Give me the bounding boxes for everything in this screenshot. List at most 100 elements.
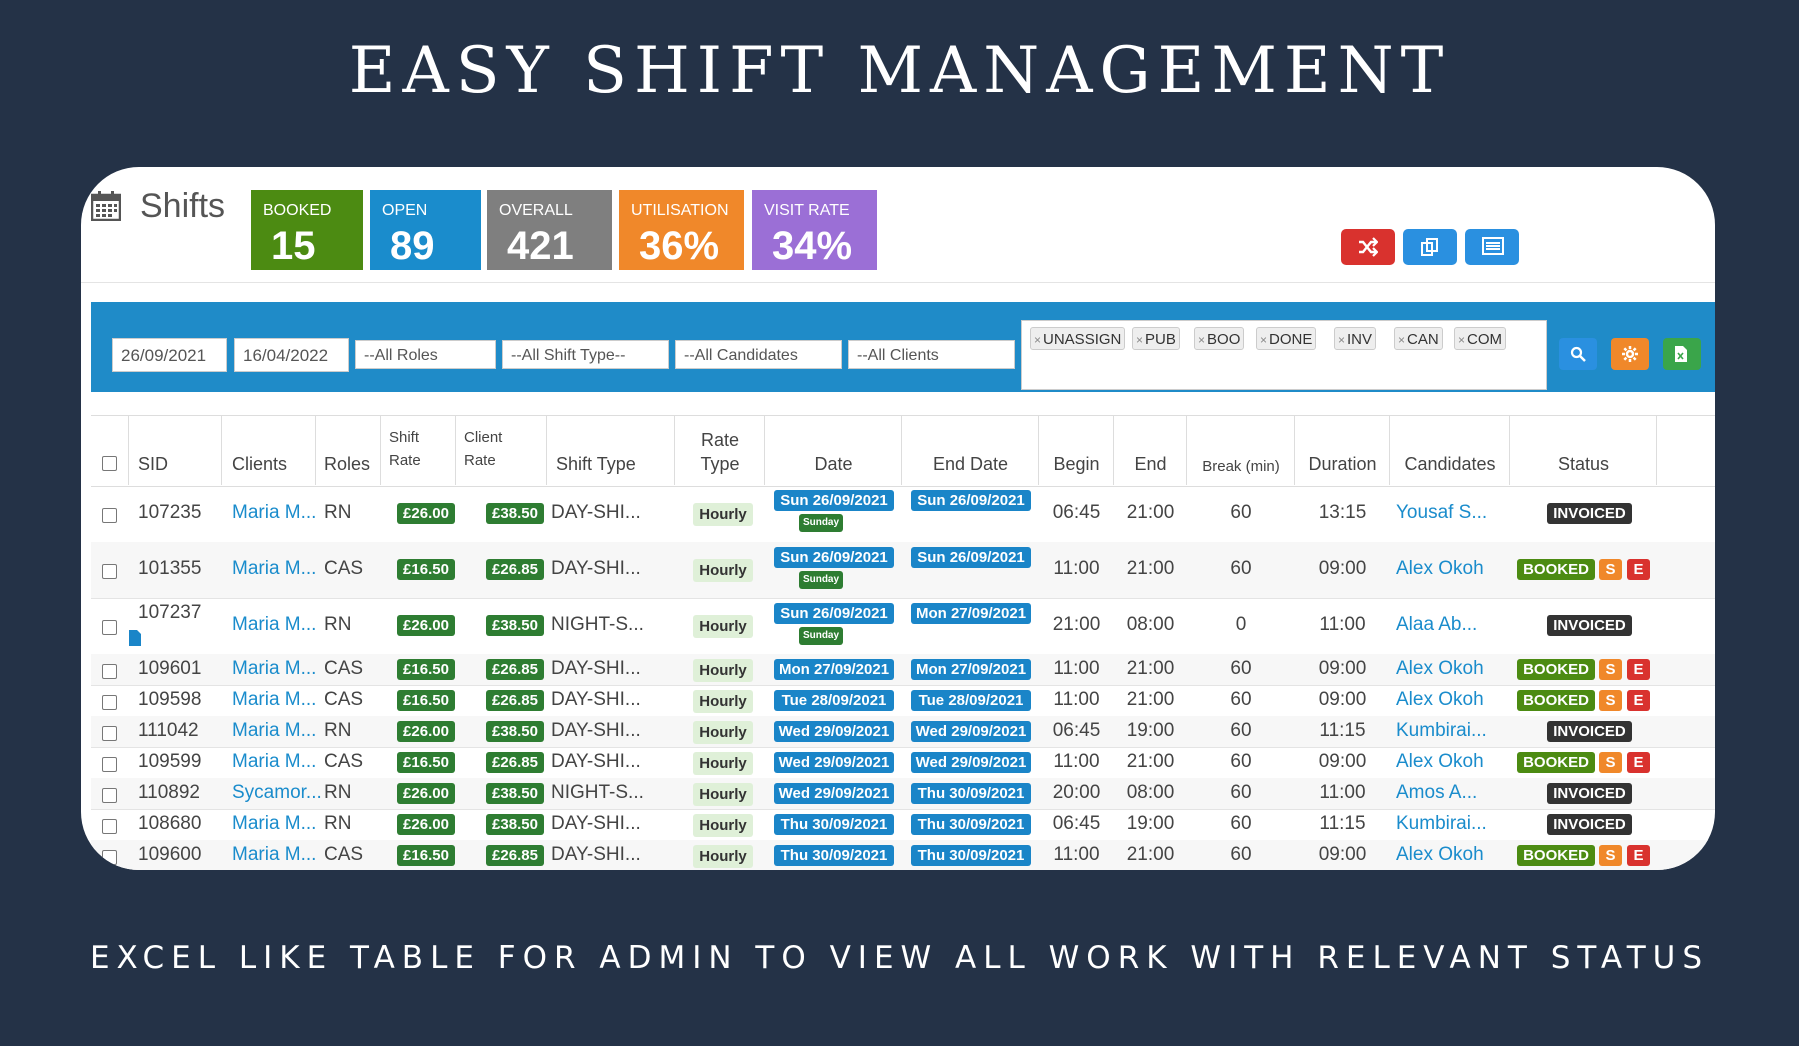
action-e-button[interactable]: E <box>1627 659 1650 680</box>
list-button[interactable] <box>1465 229 1519 265</box>
table-row[interactable]: 101355 Maria M... CAS £16.50 £26.85 DAY-SHI..… <box>91 542 1715 599</box>
stat-booked[interactable]: BOOKED 15 <box>251 190 363 270</box>
date-to-input[interactable]: 16/04/2022 <box>234 338 349 372</box>
table-row[interactable]: 109601 Maria M... CAS £16.50 £26.85 DAY-SHI..… <box>91 654 1715 686</box>
shuffle-button[interactable] <box>1341 229 1395 265</box>
row-checkbox[interactable] <box>102 850 117 865</box>
status-tag[interactable]: × DONE <box>1256 327 1317 350</box>
cell-client-link[interactable]: Maria M... <box>232 720 317 741</box>
status-tag[interactable]: × PUB <box>1132 327 1180 350</box>
cell-candidate-link[interactable]: Amos A... <box>1396 782 1478 803</box>
action-s-button[interactable]: S <box>1599 690 1622 711</box>
table-row[interactable]: 109600 Maria M... CAS £16.50 £26.85 DAY-SHI..… <box>91 840 1715 870</box>
col-end[interactable]: End <box>1114 416 1187 485</box>
col-shift-rate[interactable]: Shift Rate <box>381 416 456 485</box>
tag-remove-icon[interactable]: × <box>1136 333 1144 347</box>
table-row[interactable]: 109599 Maria M... CAS £16.50 £26.85 DAY-SHI..… <box>91 747 1715 779</box>
cell-client-link[interactable]: Maria M... <box>232 844 317 865</box>
cell-candidate-link[interactable]: Alex Okoh <box>1396 558 1484 579</box>
document-icon[interactable] <box>129 630 141 646</box>
col-candidates[interactable]: Candidates <box>1390 416 1510 485</box>
tag-remove-icon[interactable]: × <box>1260 333 1268 347</box>
stat-utilisation[interactable]: UTILISATION 36% <box>619 190 744 270</box>
row-checkbox[interactable] <box>102 757 117 772</box>
row-checkbox[interactable] <box>102 620 117 635</box>
cell-candidate-link[interactable]: Kumbirai... <box>1396 813 1487 834</box>
row-checkbox[interactable] <box>102 788 117 803</box>
candidates-select[interactable]: --All Candidates <box>675 340 842 369</box>
status-tag[interactable]: × UNASSIGN <box>1030 327 1126 350</box>
cell-begin: 06:45 <box>1052 502 1101 523</box>
action-e-button[interactable]: E <box>1627 690 1650 711</box>
cell-client-link[interactable]: Sycamor... <box>232 782 322 803</box>
col-rate-type[interactable]: Rate Type <box>675 416 765 485</box>
col-begin[interactable]: Begin <box>1039 416 1114 485</box>
status-tag[interactable]: × COM <box>1454 327 1507 350</box>
action-e-button[interactable]: E <box>1627 752 1650 773</box>
row-checkbox[interactable] <box>102 695 117 710</box>
col-client-rate[interactable]: Client Rate <box>456 416 547 485</box>
col-date[interactable]: Date <box>765 416 902 485</box>
stat-overall[interactable]: OVERALL 421 <box>487 190 612 270</box>
search-button[interactable] <box>1559 338 1597 370</box>
stat-visit-rate[interactable]: VISIT RATE 34% <box>752 190 877 270</box>
cell-candidate-link[interactable]: Alex Okoh <box>1396 751 1484 772</box>
col-sid[interactable]: SID <box>129 416 222 485</box>
col-break[interactable]: Break (min) <box>1187 416 1295 485</box>
cell-client-link[interactable]: Maria M... <box>232 813 317 834</box>
table-row[interactable]: 107237 Maria M... RN £26.00 £38.50 NIGHT-S...… <box>91 598 1715 655</box>
tag-remove-icon[interactable]: × <box>1398 333 1406 347</box>
copy-button[interactable] <box>1403 229 1457 265</box>
col-duration[interactable]: Duration <box>1295 416 1390 485</box>
action-s-button[interactable]: S <box>1599 752 1622 773</box>
col-shift-type[interactable]: Shift Type <box>547 416 675 485</box>
col-status[interactable]: Status <box>1510 416 1657 485</box>
cell-candidate-link[interactable]: Alaa Ab... <box>1396 614 1478 635</box>
cell-client-link[interactable]: Maria M... <box>232 502 317 523</box>
action-s-button[interactable]: S <box>1599 845 1622 866</box>
table-row[interactable]: 110892 Sycamor... RN £26.00 £38.50 NIGHT-S...… <box>91 778 1715 810</box>
cell-candidate-link[interactable]: Alex Okoh <box>1396 658 1484 679</box>
cell-candidate-link[interactable]: Kumbirai... <box>1396 720 1487 741</box>
col-end-date[interactable]: End Date <box>902 416 1039 485</box>
status-tag-input[interactable]: × UNASSIGN × PUB × BOO × DONE × INV × CAN × COM <box>1021 320 1547 390</box>
status-tag[interactable]: × INV <box>1334 327 1377 350</box>
status-tag[interactable]: × CAN <box>1394 327 1443 350</box>
cell-client-link[interactable]: Maria M... <box>232 614 317 635</box>
table-row[interactable]: 108680 Maria M... RN £26.00 £38.50 DAY-SHI...… <box>91 809 1715 841</box>
cell-client-link[interactable]: Maria M... <box>232 658 317 679</box>
cell-candidate-link[interactable]: Yousaf S... <box>1396 502 1488 523</box>
tag-remove-icon[interactable]: × <box>1034 333 1042 347</box>
tag-remove-icon[interactable]: × <box>1338 333 1346 347</box>
cell-candidate-link[interactable]: Alex Okoh <box>1396 844 1484 865</box>
select-all-checkbox[interactable] <box>102 456 117 471</box>
status-tag[interactable]: × BOO <box>1194 327 1245 350</box>
tag-remove-icon[interactable]: × <box>1458 333 1466 347</box>
action-e-button[interactable]: E <box>1627 559 1650 580</box>
cell-client-link[interactable]: Maria M... <box>232 689 317 710</box>
excel-export-button[interactable] <box>1663 338 1701 370</box>
stat-open[interactable]: OPEN 89 <box>370 190 481 270</box>
date-from-input[interactable]: 26/09/2021 <box>112 338 227 372</box>
row-checkbox[interactable] <box>102 726 117 741</box>
cell-client-link[interactable]: Maria M... <box>232 558 317 579</box>
cell-client-link[interactable]: Maria M... <box>232 751 317 772</box>
tag-remove-icon[interactable]: × <box>1198 333 1206 347</box>
action-e-button[interactable]: E <box>1627 845 1650 866</box>
row-checkbox[interactable] <box>102 819 117 834</box>
clients-select[interactable]: --All Clients <box>848 340 1015 369</box>
shift-type-select[interactable]: --All Shift Type-- <box>502 340 669 369</box>
roles-select[interactable]: --All Roles <box>355 340 496 369</box>
action-s-button[interactable]: S <box>1599 659 1622 680</box>
row-checkbox[interactable] <box>102 508 117 523</box>
col-clients[interactable]: Clients <box>222 416 316 485</box>
table-row[interactable]: 107235 Maria M... RN £26.00 £38.50 DAY-SHI...… <box>91 485 1715 543</box>
action-s-button[interactable]: S <box>1599 559 1622 580</box>
col-roles[interactable]: Roles <box>316 416 381 485</box>
row-checkbox[interactable] <box>102 664 117 679</box>
cell-candidate-link[interactable]: Alex Okoh <box>1396 689 1484 710</box>
table-row[interactable]: 109598 Maria M... CAS £16.50 £26.85 DAY-SHI..… <box>91 685 1715 717</box>
row-checkbox[interactable] <box>102 564 117 579</box>
gear-button[interactable] <box>1611 338 1649 370</box>
table-row[interactable]: 111042 Maria M... RN £26.00 £38.50 DAY-SHI...… <box>91 716 1715 748</box>
